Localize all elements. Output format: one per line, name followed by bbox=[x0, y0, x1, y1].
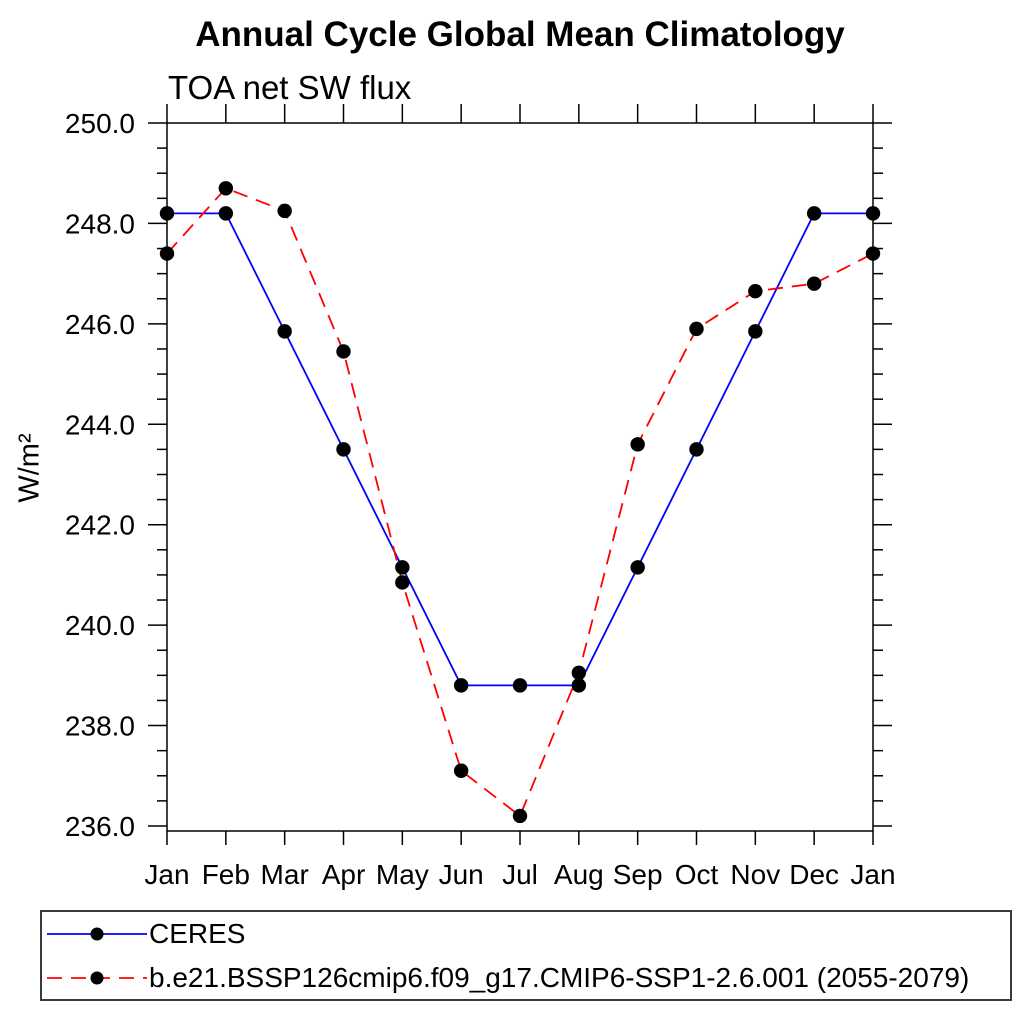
x-tick-label: Jan bbox=[144, 859, 189, 890]
legend-sample-ceres bbox=[47, 927, 147, 940]
x-tick-label: Apr bbox=[322, 859, 366, 890]
legend: CERES b.e21.BSSP126cmip6.f09_g17.CMIP6-S… bbox=[40, 910, 1012, 1001]
data-point-marker bbox=[748, 324, 763, 339]
series-line-0 bbox=[167, 212, 873, 687]
legend-row-model: b.e21.BSSP126cmip6.f09_g17.CMIP6-SSP1-2.… bbox=[42, 956, 1010, 1000]
y-tick-label: 238.0 bbox=[65, 711, 135, 742]
data-point-marker bbox=[395, 560, 410, 575]
x-tick-label: Nov bbox=[730, 859, 780, 890]
data-point-marker bbox=[865, 206, 881, 221]
y-tick-label: 248.0 bbox=[65, 208, 135, 239]
x-tick-label: Jan bbox=[850, 859, 895, 890]
legend-sample-model bbox=[47, 971, 147, 984]
x-tick-label: Oct bbox=[675, 859, 719, 890]
data-point-marker bbox=[512, 678, 528, 693]
data-point-marker bbox=[453, 678, 469, 693]
data-point-marker bbox=[336, 344, 351, 359]
series-line-1 bbox=[166, 187, 874, 818]
data-point-marker bbox=[159, 206, 175, 221]
plot-box bbox=[166, 122, 874, 832]
data-point-marker bbox=[571, 678, 587, 693]
data-point-marker bbox=[336, 442, 351, 457]
data-point-marker bbox=[865, 246, 881, 261]
data-point-marker bbox=[277, 203, 292, 219]
x-tick-label: Sep bbox=[613, 859, 663, 890]
x-tick-label: May bbox=[376, 859, 429, 890]
y-tick-label: 250.0 bbox=[65, 108, 135, 139]
x-tick-label: Feb bbox=[202, 859, 250, 890]
y-tick-label: 240.0 bbox=[65, 610, 135, 641]
data-point-marker bbox=[806, 276, 822, 291]
y-tick-label: 246.0 bbox=[65, 309, 135, 340]
legend-marker-0 bbox=[90, 927, 104, 940]
data-point-marker bbox=[748, 284, 763, 299]
data-point-marker bbox=[630, 560, 645, 575]
chart-subtitle: TOA net SW flux bbox=[168, 69, 412, 106]
data-point-marker bbox=[689, 321, 704, 337]
data-point-marker bbox=[218, 181, 234, 196]
data-point-marker bbox=[159, 246, 175, 261]
legend-label-model: b.e21.BSSP126cmip6.f09_g17.CMIP6-SSP1-2.… bbox=[149, 961, 970, 993]
y-tick-label: 236.0 bbox=[65, 811, 135, 842]
data-point-marker bbox=[689, 442, 704, 457]
data-point-marker bbox=[395, 575, 410, 590]
data-point-marker bbox=[571, 665, 587, 681]
data-point-marker bbox=[806, 206, 822, 221]
data-point-marker bbox=[218, 206, 234, 221]
data-point-marker bbox=[512, 808, 528, 824]
data-point-marker bbox=[277, 324, 292, 339]
legend-label-ceres: CERES bbox=[149, 917, 246, 949]
chart-title: Annual Cycle Global Mean Climatology bbox=[195, 15, 845, 54]
data-point-marker bbox=[630, 437, 645, 452]
x-tick-label: Mar bbox=[261, 859, 309, 890]
data-point-marker bbox=[453, 763, 469, 778]
x-tick-label: Dec bbox=[789, 859, 839, 890]
x-tick-label: Jun bbox=[439, 859, 484, 890]
y-tick-label: 242.0 bbox=[65, 510, 135, 541]
y-tick-label: 244.0 bbox=[65, 409, 135, 440]
x-tick-label: Aug bbox=[554, 859, 604, 890]
x-tick-label: Jul bbox=[502, 859, 538, 890]
legend-row-ceres: CERES bbox=[42, 912, 1010, 956]
legend-marker-1 bbox=[90, 971, 104, 984]
